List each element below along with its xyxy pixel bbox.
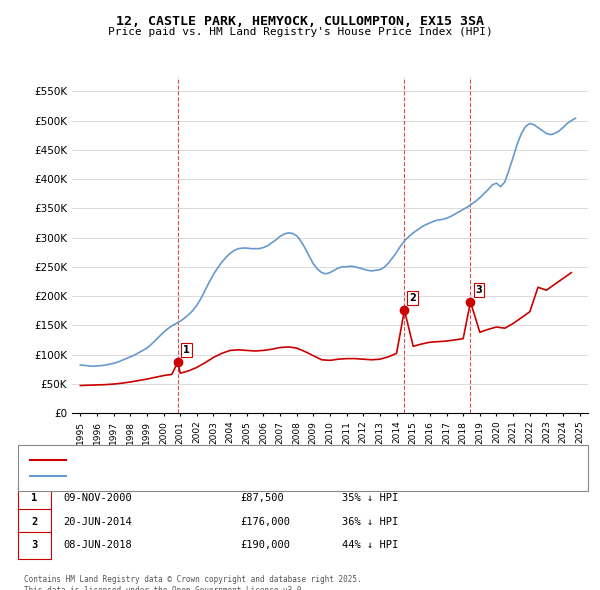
Text: 36% ↓ HPI: 36% ↓ HPI (342, 517, 398, 526)
Text: 2: 2 (31, 517, 37, 526)
Text: 20-JUN-2014: 20-JUN-2014 (63, 517, 132, 526)
Text: Price paid vs. HM Land Registry's House Price Index (HPI): Price paid vs. HM Land Registry's House … (107, 27, 493, 37)
Text: 1: 1 (183, 345, 190, 355)
Text: 12, CASTLE PARK, HEMYOCK, CULLOMPTON, EX15 3SA (detached house): 12, CASTLE PARK, HEMYOCK, CULLOMPTON, EX… (72, 455, 410, 465)
Text: 2: 2 (409, 293, 416, 303)
Text: 12, CASTLE PARK, HEMYOCK, CULLOMPTON, EX15 3SA: 12, CASTLE PARK, HEMYOCK, CULLOMPTON, EX… (116, 15, 484, 28)
Text: 44% ↓ HPI: 44% ↓ HPI (342, 540, 398, 550)
Text: £87,500: £87,500 (240, 493, 284, 503)
Text: 35% ↓ HPI: 35% ↓ HPI (342, 493, 398, 503)
Text: £190,000: £190,000 (240, 540, 290, 550)
Text: 3: 3 (31, 540, 37, 550)
Text: 1: 1 (31, 493, 37, 503)
Text: 09-NOV-2000: 09-NOV-2000 (63, 493, 132, 503)
Text: 3: 3 (475, 285, 482, 295)
Text: £176,000: £176,000 (240, 517, 290, 526)
Text: 08-JUN-2018: 08-JUN-2018 (63, 540, 132, 550)
Text: HPI: Average price, detached house, Mid Devon: HPI: Average price, detached house, Mid … (72, 471, 314, 481)
Text: Contains HM Land Registry data © Crown copyright and database right 2025.
This d: Contains HM Land Registry data © Crown c… (24, 575, 362, 590)
